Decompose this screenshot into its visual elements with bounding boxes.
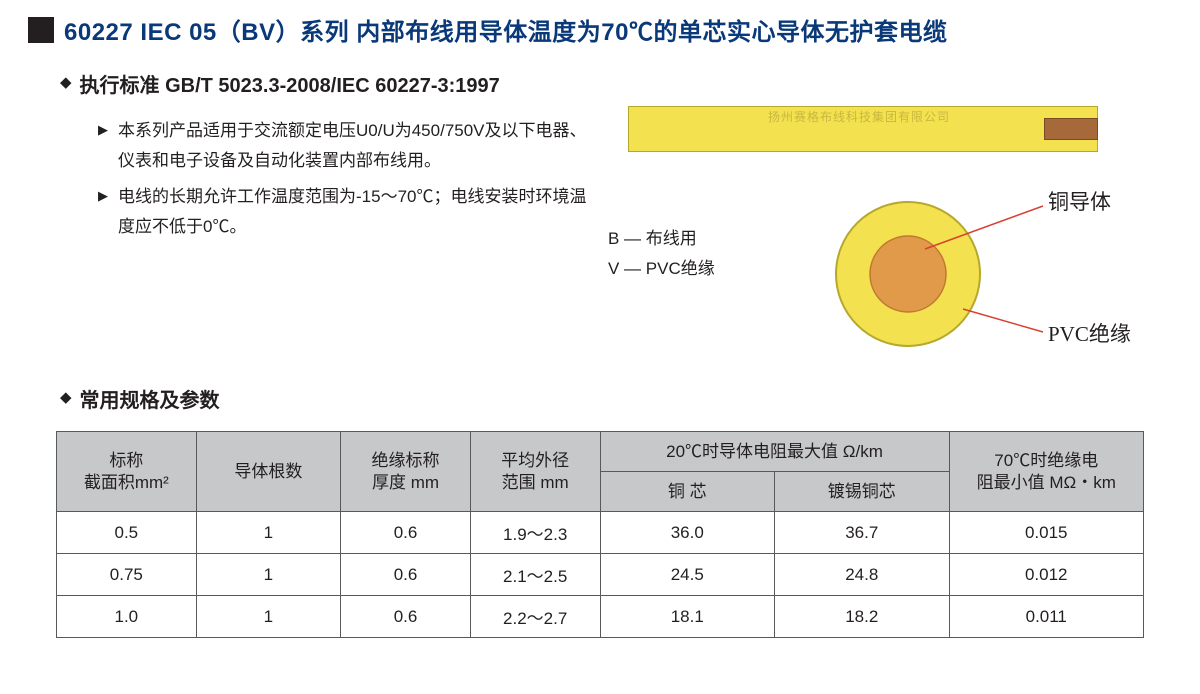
legend-v: V — PVC绝缘 bbox=[608, 254, 715, 284]
th-res-sn: 镀锡铜芯 bbox=[775, 472, 950, 512]
cell-cu: 18.1 bbox=[600, 596, 775, 638]
legend-text: B — 布线用 V — PVC绝缘 bbox=[608, 224, 715, 284]
leader-line-insulation bbox=[963, 309, 1043, 332]
th-thick: 绝缘标称 厚度 mm bbox=[341, 432, 471, 512]
watermark-text: 扬州赛格布线科技集团有限公司 bbox=[768, 108, 950, 125]
cell-area: 0.5 bbox=[57, 512, 197, 554]
cell-ins: 0.012 bbox=[949, 554, 1144, 596]
cell-sn: 24.8 bbox=[775, 554, 950, 596]
cell-cu: 36.0 bbox=[600, 512, 775, 554]
spec-section: ◆ 常用规格及参数 标称 截面积mm² 导体根数 绝缘标称 厚度 mm 平均外径… bbox=[28, 384, 1172, 638]
diamond-icon: ◆ bbox=[60, 384, 72, 412]
th-res-group: 20℃时导体电阻最大值 Ω/km bbox=[600, 432, 949, 472]
triangle-icon: ▶ bbox=[98, 122, 108, 138]
cell-thick: 0.6 bbox=[341, 596, 471, 638]
table-row: 0.75 1 0.6 2.1～2.5 24.5 24.8 0.012 bbox=[57, 554, 1144, 596]
standard-section: ◆ 执行标准 GB/T 5023.3-2008/IEC 60227-3:1997 bbox=[60, 69, 1172, 98]
bullet-list: ▶ 本系列产品适用于交流额定电压U0/U为450/750V及以下电器、仪表和电子… bbox=[98, 116, 598, 248]
cell-area: 0.75 bbox=[57, 554, 197, 596]
cell-thick: 0.6 bbox=[341, 554, 471, 596]
cell-count: 1 bbox=[196, 596, 341, 638]
inner-circle bbox=[870, 236, 946, 312]
cell-cu: 24.5 bbox=[600, 554, 775, 596]
cell-thick: 0.6 bbox=[341, 512, 471, 554]
legend-b: B — 布线用 bbox=[608, 224, 715, 254]
cell-ins: 0.015 bbox=[949, 512, 1144, 554]
th-res-cu: 铜 芯 bbox=[600, 472, 775, 512]
content-flex: ▶ 本系列产品适用于交流额定电压U0/U为450/750V及以下电器、仪表和电子… bbox=[28, 116, 1172, 356]
cable-core-tip bbox=[1044, 118, 1098, 140]
bullet-text: 电线的长期允许工作温度范围为-15～70℃；电线安装时环境温度应不低于0℃。 bbox=[118, 182, 598, 242]
th-area: 标称 截面积mm² bbox=[57, 432, 197, 512]
spec-table: 标称 截面积mm² 导体根数 绝缘标称 厚度 mm 平均外径 范围 mm 20℃… bbox=[56, 431, 1144, 638]
th-diam: 平均外径 范围 mm bbox=[470, 432, 600, 512]
cell-diam: 2.2～2.7 bbox=[470, 596, 600, 638]
table-row: 0.5 1 0.6 1.9～2.3 36.0 36.7 0.015 bbox=[57, 512, 1144, 554]
th-ins: 70℃时绝缘电 阻最小值 MΩ・km bbox=[949, 432, 1144, 512]
diagram-area: 扬州赛格布线科技集团有限公司 B — 布线用 V — PVC绝缘 铜导体 PVC… bbox=[598, 116, 1172, 356]
table-row: 1.0 1 0.6 2.2～2.7 18.1 18.2 0.011 bbox=[57, 596, 1144, 638]
bullet-text: 本系列产品适用于交流额定电压U0/U为450/750V及以下电器、仪表和电子设备… bbox=[118, 116, 598, 176]
spec-header-row: ◆ 常用规格及参数 bbox=[60, 384, 1172, 413]
table-head: 标称 截面积mm² 导体根数 绝缘标称 厚度 mm 平均外径 范围 mm 20℃… bbox=[57, 432, 1144, 512]
th-count: 导体根数 bbox=[196, 432, 341, 512]
cell-sn: 36.7 bbox=[775, 512, 950, 554]
title-row: 60227 IEC 05（BV）系列 内部布线用导体温度为70℃的单芯实心导体无… bbox=[28, 12, 1172, 47]
main-title: 60227 IEC 05（BV）系列 内部布线用导体温度为70℃的单芯实心导体无… bbox=[64, 12, 947, 47]
cell-area: 1.0 bbox=[57, 596, 197, 638]
cell-ins: 0.011 bbox=[949, 596, 1144, 638]
cell-diam: 1.9～2.3 bbox=[470, 512, 600, 554]
table-body: 0.5 1 0.6 1.9～2.3 36.0 36.7 0.015 0.75 1… bbox=[57, 512, 1144, 638]
spec-label: 常用规格及参数 bbox=[80, 384, 220, 413]
bullet-item: ▶ 本系列产品适用于交流额定电压U0/U为450/750V及以下电器、仪表和电子… bbox=[98, 116, 598, 176]
title-bullet-square bbox=[28, 17, 54, 43]
triangle-icon: ▶ bbox=[98, 188, 108, 204]
label-insulation: PVC绝缘 bbox=[1048, 318, 1131, 348]
cable-side-view: 扬州赛格布线科技集团有限公司 bbox=[628, 106, 1098, 152]
cell-sn: 18.2 bbox=[775, 596, 950, 638]
cell-diam: 2.1～2.5 bbox=[470, 554, 600, 596]
bullet-item: ▶ 电线的长期允许工作温度范围为-15～70℃；电线安装时环境温度应不低于0℃。 bbox=[98, 182, 598, 242]
label-conductor: 铜导体 bbox=[1048, 186, 1111, 216]
standard-label: 执行标准 GB/T 5023.3-2008/IEC 60227-3:1997 bbox=[80, 69, 500, 98]
diamond-icon: ◆ bbox=[60, 69, 72, 97]
cell-count: 1 bbox=[196, 512, 341, 554]
cell-count: 1 bbox=[196, 554, 341, 596]
